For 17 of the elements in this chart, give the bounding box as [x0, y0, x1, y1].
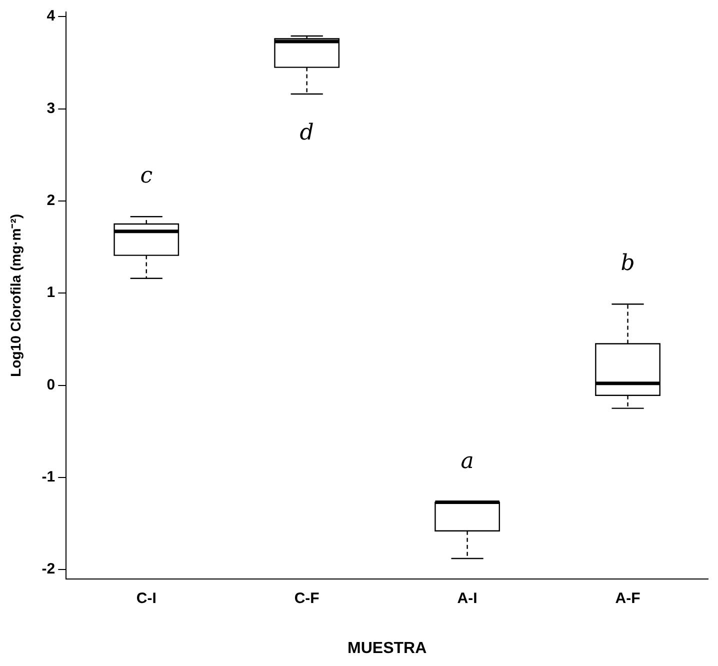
x-tick-label: A-I [457, 590, 478, 607]
annotation: a [460, 449, 474, 474]
x-tick-label: C-I [136, 590, 156, 607]
annotation: b [620, 250, 635, 276]
y-tick-label: 1 [46, 284, 56, 302]
y-tick-label: 0 [46, 376, 56, 394]
y-axis-title: Log10 Clorofila (mg·m⁻²) [7, 214, 24, 377]
annotation: d [300, 120, 314, 146]
annotation: c [140, 163, 153, 188]
x-tick-label: A-F [615, 590, 640, 607]
x-tick-label: C-F [294, 590, 320, 607]
y-tick-label: 2 [46, 192, 56, 210]
y-tick-label: -2 [42, 560, 56, 578]
y-tick-label: 4 [46, 8, 56, 25]
y-tick-label: -1 [42, 468, 56, 486]
y-tick-label: 3 [46, 100, 56, 117]
x-axis-title: MUESTRA [348, 640, 428, 657]
